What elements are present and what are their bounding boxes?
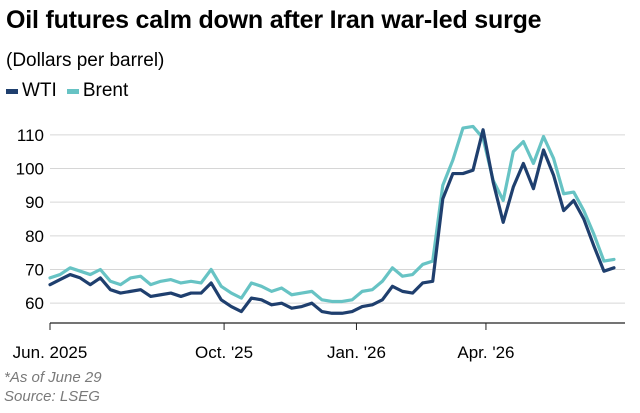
x-tick-label-1: Oct. '25 <box>195 343 253 362</box>
legend-swatch-wti <box>6 88 18 94</box>
legend-swatch-brent <box>66 88 79 94</box>
as-of-note: *As of June 29 <box>4 369 102 386</box>
y-tick-label-60: 60 <box>25 294 44 313</box>
series-line-brent <box>48 124 616 304</box>
y-tick-label-100: 100 <box>16 160 44 179</box>
y-tick-label-80: 80 <box>25 227 44 246</box>
x-tick-label-2: Jan. '26 <box>327 343 386 362</box>
legend-label-brent: Brent <box>82 80 129 101</box>
x-tick-label-3: Apr. '26 <box>457 343 514 362</box>
legend-item-wti: WTI <box>6 80 57 102</box>
y-tick-label-70: 70 <box>25 261 44 280</box>
chart-legend: WTI Brent <box>6 80 138 102</box>
chart-subtitle: (Dollars per barrel) <box>6 50 165 71</box>
legend-label-wti: WTI <box>22 80 57 101</box>
source-note: Source: LSEG <box>4 388 100 405</box>
gridlines <box>50 134 625 304</box>
legend-item-brent: Brent <box>66 80 129 102</box>
x-tick-label-0: Jun. 2025 <box>13 343 88 362</box>
axis-labels: 60 70 80 90 100 110 Jun. 2025 Oct. '25 Jan. '26 A… <box>13 126 625 362</box>
y-tick-label-90: 90 <box>25 193 44 212</box>
y-tick-label-110: 110 <box>17 126 44 145</box>
series-line-wti <box>48 128 616 315</box>
series-lines <box>48 124 616 315</box>
chart-title: Oil futures calm down after Iran war-led… <box>6 6 542 34</box>
chart-notes: *As of June 29 Source: LSEG <box>4 368 102 406</box>
